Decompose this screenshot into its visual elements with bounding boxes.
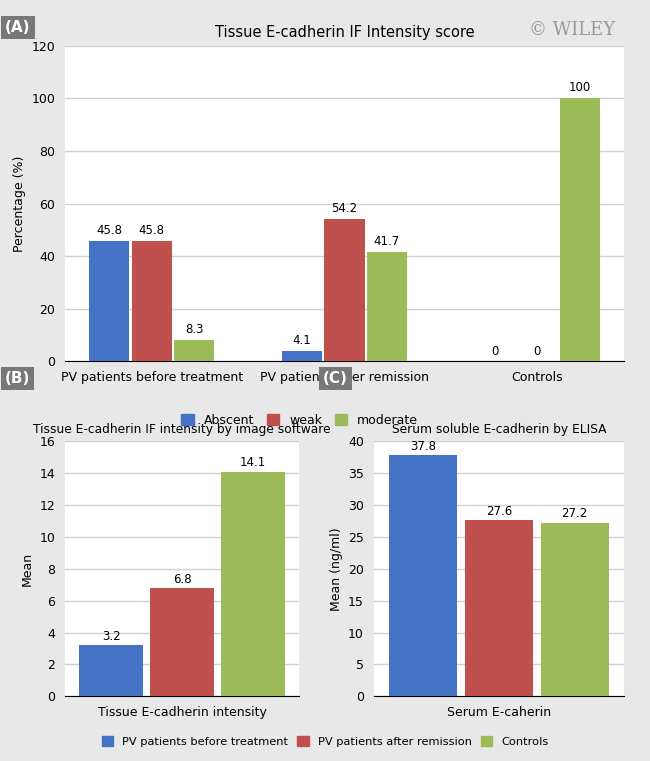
Bar xyxy=(79,645,143,696)
Text: 27.6: 27.6 xyxy=(486,505,512,517)
Y-axis label: Percentage (%): Percentage (%) xyxy=(13,155,26,252)
Bar xyxy=(389,455,457,696)
Bar xyxy=(560,98,600,361)
Text: 27.2: 27.2 xyxy=(562,508,588,521)
Text: (A): (A) xyxy=(5,20,31,35)
Bar xyxy=(282,351,322,361)
Text: (C): (C) xyxy=(323,371,348,386)
Text: 100: 100 xyxy=(569,81,591,94)
Title: Serum soluble E-cadherin by ELISA: Serum soluble E-cadherin by ELISA xyxy=(391,423,606,436)
Text: 45.8: 45.8 xyxy=(138,224,164,237)
Text: 37.8: 37.8 xyxy=(410,440,436,453)
Title: Tissue E-cadherin IF Intensity score: Tissue E-cadherin IF Intensity score xyxy=(214,25,474,40)
Y-axis label: Mean (ng/ml): Mean (ng/ml) xyxy=(330,527,343,610)
Bar xyxy=(131,241,172,361)
Bar xyxy=(174,339,214,361)
Bar xyxy=(367,252,407,361)
Bar xyxy=(541,523,609,696)
Text: 14.1: 14.1 xyxy=(240,457,266,470)
Title: Tissue E-cadherin IF intensity by image software: Tissue E-cadherin IF intensity by image … xyxy=(33,423,331,436)
Bar xyxy=(221,472,285,696)
Bar xyxy=(150,588,214,696)
Text: 4.1: 4.1 xyxy=(292,334,311,347)
Text: 54.2: 54.2 xyxy=(332,202,358,215)
Text: 3.2: 3.2 xyxy=(102,630,120,643)
Bar xyxy=(89,241,129,361)
Text: 45.8: 45.8 xyxy=(96,224,122,237)
Text: 6.8: 6.8 xyxy=(173,572,191,585)
Text: 41.7: 41.7 xyxy=(374,235,400,248)
Legend: Abscent, weak, moderate: Abscent, weak, moderate xyxy=(176,409,423,431)
Text: © WILEY: © WILEY xyxy=(530,21,616,40)
Text: 8.3: 8.3 xyxy=(185,323,203,336)
Text: (B): (B) xyxy=(5,371,31,386)
Bar xyxy=(324,219,365,361)
Text: 0: 0 xyxy=(534,345,541,358)
Text: 0: 0 xyxy=(491,345,499,358)
Legend: PV patients before treatment, PV patients after remission, Controls: PV patients before treatment, PV patient… xyxy=(97,732,553,752)
Y-axis label: Mean: Mean xyxy=(21,552,34,586)
Bar xyxy=(465,521,533,696)
